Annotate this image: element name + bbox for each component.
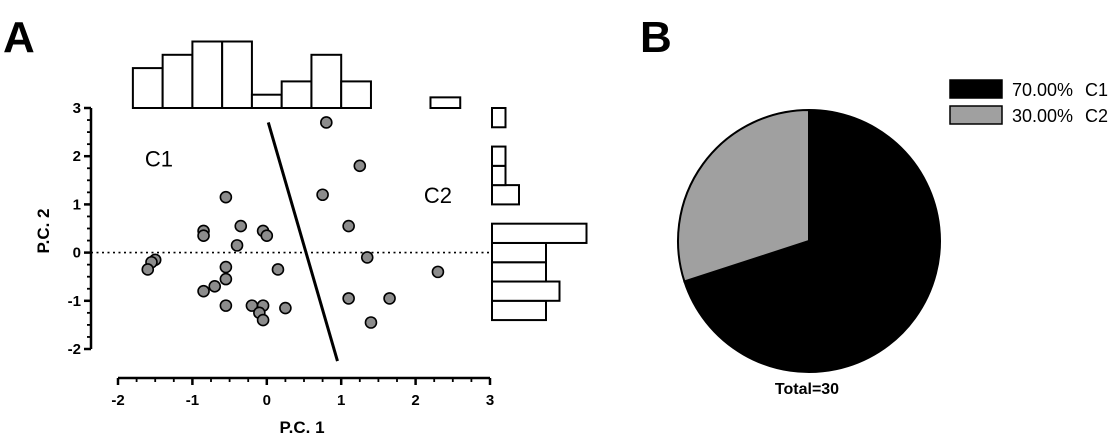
right-histogram-bar xyxy=(491,222,588,244)
scatter-point xyxy=(219,190,233,204)
pie-legend: 70.00% C1 30.00% C2 xyxy=(949,79,1108,126)
right-histogram-bar xyxy=(491,145,507,167)
right-histogram-bar xyxy=(491,184,520,206)
x-tick-label: 1 xyxy=(337,392,345,409)
scatter-point xyxy=(342,219,355,233)
x-tick-label: -1 xyxy=(186,392,199,409)
y-tick-label: 3 xyxy=(73,100,81,117)
top-histogram-bar xyxy=(280,80,313,110)
scatter-point xyxy=(219,272,233,286)
pie-panel: Total=30 70.00% C1 30.00% C2 xyxy=(677,79,1108,398)
scatter-points xyxy=(141,116,445,329)
y-tick-label: 1 xyxy=(73,196,81,213)
scatter-point xyxy=(260,229,274,243)
pie-slice-c2 xyxy=(677,108,810,283)
cluster-label-c1: C1 xyxy=(145,147,173,172)
right-histogram-bar xyxy=(491,164,507,187)
scatter-point xyxy=(316,188,329,202)
scatter-point xyxy=(364,316,378,329)
y-axis-title: P.C. 2 xyxy=(34,208,53,253)
top-histogram-bar xyxy=(250,93,283,109)
top-histogram-bar xyxy=(221,40,253,109)
top-histogram-bar xyxy=(340,80,372,110)
scatter-point xyxy=(219,260,233,274)
pie-slice-c1 xyxy=(683,108,941,373)
legend-swatch-c2 xyxy=(949,105,1003,125)
scatter-point xyxy=(271,263,285,276)
top-histogram-bar xyxy=(161,53,194,109)
x-axis-title: P.C. 1 xyxy=(279,418,324,434)
top-histogram-bar xyxy=(429,96,462,110)
scatter-point xyxy=(208,280,222,293)
scatter-point xyxy=(320,116,333,129)
x-tick-label: -2 xyxy=(111,392,124,409)
y-axis: -2 -1 0 1 2 3 xyxy=(68,100,93,358)
scatter-point xyxy=(353,159,367,173)
right-histogram-bar xyxy=(491,299,547,322)
scatter-point xyxy=(234,219,248,233)
scatter-point xyxy=(279,301,292,315)
y-tick-label: -2 xyxy=(68,341,81,358)
scatter-point xyxy=(197,229,210,243)
legend-label-c1: C1 xyxy=(1085,80,1108,100)
legend-percent-c1: 70.00% xyxy=(1012,80,1073,100)
y-tick-label: 2 xyxy=(73,148,81,165)
top-histogram-bar xyxy=(191,40,224,109)
y-tick-label: 0 xyxy=(73,245,81,262)
right-histogram-bar xyxy=(491,261,547,283)
scatter-point xyxy=(141,263,155,276)
scatter-point xyxy=(219,299,233,312)
pie-slices xyxy=(677,108,941,373)
scatter-point xyxy=(230,239,244,252)
scatter-point xyxy=(431,265,445,279)
x-tick-label: 0 xyxy=(263,392,271,409)
legend-label-c2: C2 xyxy=(1085,106,1108,126)
scatter-panel: -2 -1 0 1 2 3 -2 -1 0 1 2 3 C1 C2 P.C. 1 P.C. 2 xyxy=(34,40,588,434)
x-axis: -2 -1 0 1 2 3 xyxy=(111,376,494,409)
right-histogram xyxy=(491,107,588,322)
scatter-point xyxy=(360,251,374,264)
y-tick-label: -1 xyxy=(68,293,81,310)
scatter-point xyxy=(197,284,210,298)
right-histogram-bar xyxy=(491,280,561,302)
top-histogram-bar xyxy=(310,53,343,109)
panel-b-label: B xyxy=(640,13,672,62)
right-histogram-bar xyxy=(491,107,507,129)
x-tick-label: 2 xyxy=(411,392,419,409)
legend-swatch-c1 xyxy=(949,79,1003,99)
scatter-point xyxy=(256,313,270,327)
legend-percent-c2: 30.00% xyxy=(1012,106,1073,126)
right-histogram-bar xyxy=(491,241,547,264)
scatter-point xyxy=(342,292,355,305)
scatter-point xyxy=(383,292,396,305)
x-tick-label: 3 xyxy=(486,392,494,409)
panel-a-label: A xyxy=(3,13,35,62)
pie-total-label: Total=30 xyxy=(775,381,839,398)
cluster-label-c2: C2 xyxy=(424,183,452,208)
top-histogram xyxy=(131,40,462,110)
cluster-divider-line xyxy=(266,122,339,362)
top-histogram-bar xyxy=(131,67,164,109)
